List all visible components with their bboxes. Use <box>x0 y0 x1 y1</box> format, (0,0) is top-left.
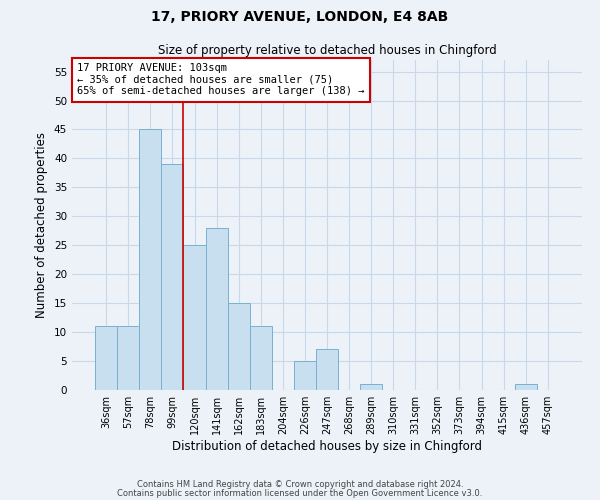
Bar <box>360 384 382 390</box>
Y-axis label: Number of detached properties: Number of detached properties <box>35 132 49 318</box>
Text: 17, PRIORY AVENUE, LONDON, E4 8AB: 17, PRIORY AVENUE, LONDON, E4 8AB <box>151 10 449 24</box>
Text: Contains HM Land Registry data © Crown copyright and database right 2024.: Contains HM Land Registry data © Crown c… <box>137 480 463 489</box>
Bar <box>227 303 250 390</box>
Bar <box>294 361 316 390</box>
Bar <box>316 350 338 390</box>
X-axis label: Distribution of detached houses by size in Chingford: Distribution of detached houses by size … <box>172 440 482 453</box>
Text: Contains public sector information licensed under the Open Government Licence v3: Contains public sector information licen… <box>118 488 482 498</box>
Bar <box>515 384 537 390</box>
Title: Size of property relative to detached houses in Chingford: Size of property relative to detached ho… <box>158 44 496 58</box>
Bar <box>250 326 272 390</box>
Bar <box>139 130 161 390</box>
Bar <box>95 326 117 390</box>
Bar <box>117 326 139 390</box>
Bar <box>206 228 227 390</box>
Bar <box>184 246 206 390</box>
Bar <box>161 164 184 390</box>
Text: 17 PRIORY AVENUE: 103sqm
← 35% of detached houses are smaller (75)
65% of semi-d: 17 PRIORY AVENUE: 103sqm ← 35% of detach… <box>77 64 365 96</box>
